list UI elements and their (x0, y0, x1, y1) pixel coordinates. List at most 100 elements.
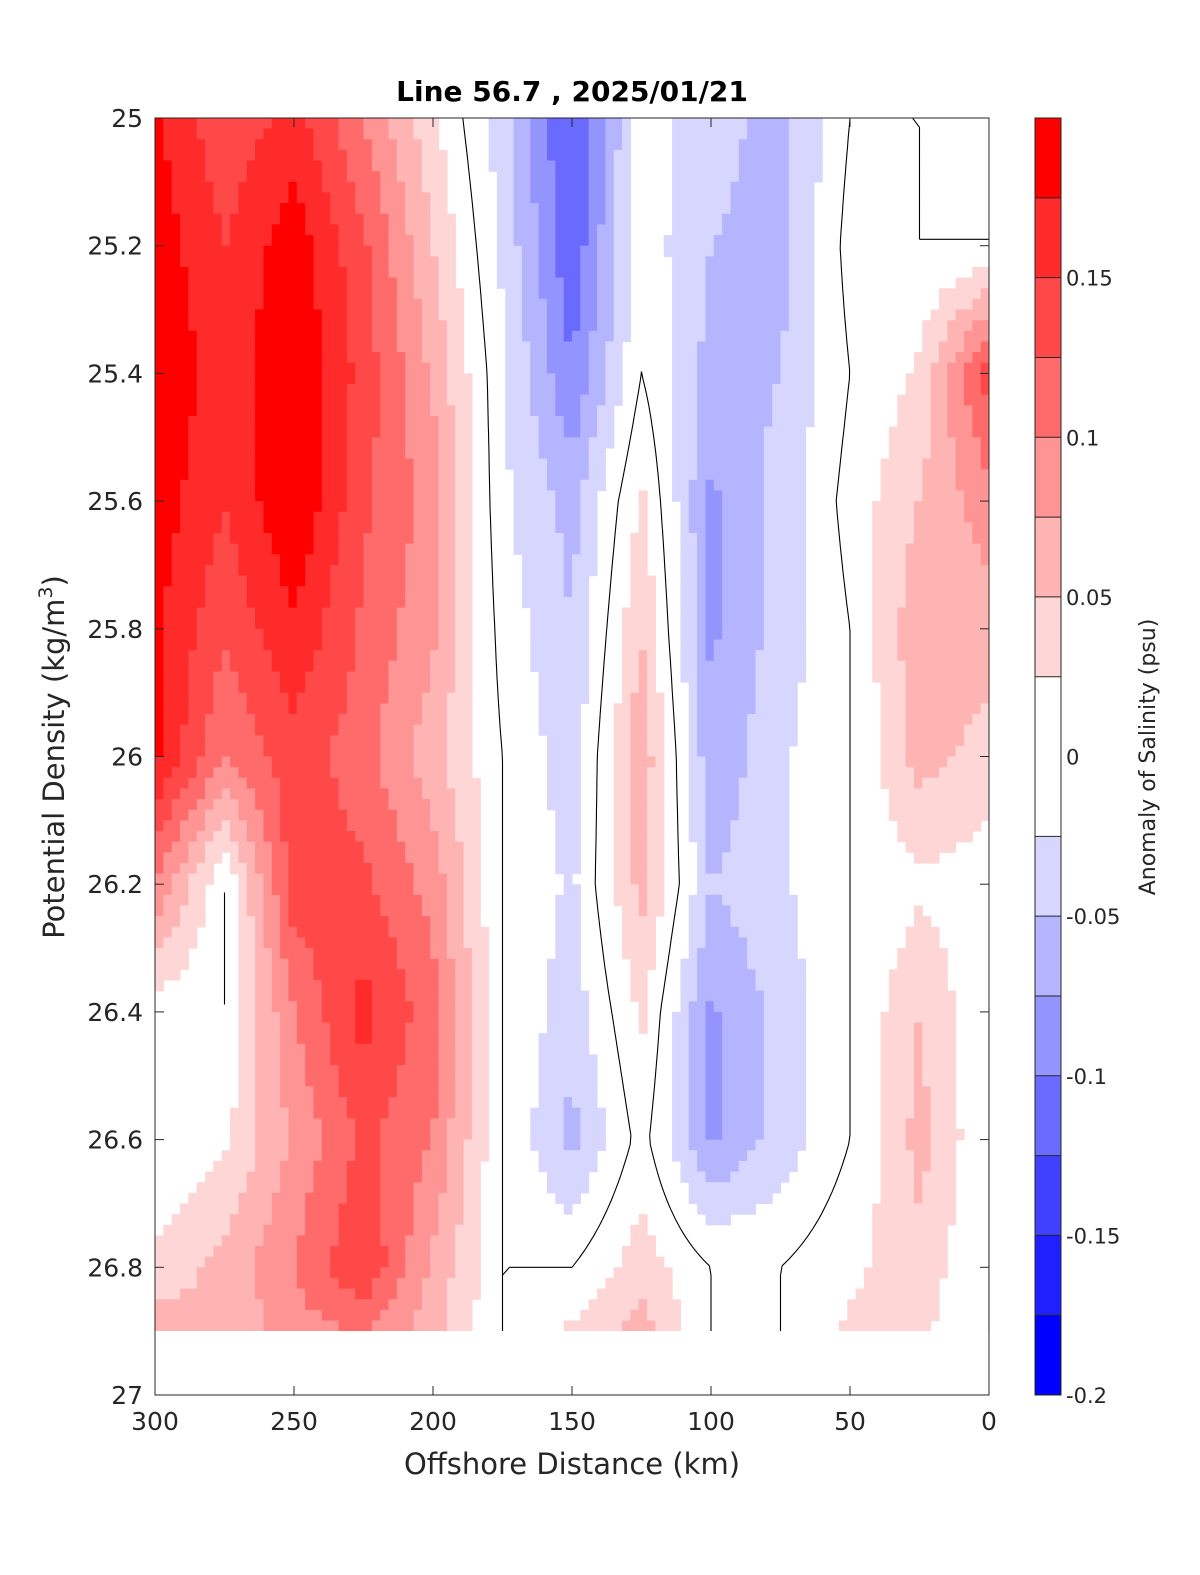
heatmap-cell (163, 586, 173, 598)
heatmap-cell (622, 607, 631, 619)
heatmap-cell (505, 256, 515, 268)
heatmap-cell (688, 469, 698, 481)
heatmap-cell (246, 724, 256, 736)
heatmap-cell (221, 330, 231, 343)
heatmap-cell (888, 533, 898, 545)
heatmap-cell (188, 586, 198, 598)
heatmap-cell (963, 490, 973, 502)
heatmap-cell (780, 447, 790, 460)
heatmap-cell (446, 277, 456, 289)
heatmap-cell (963, 735, 973, 747)
heatmap-cell (513, 171, 523, 183)
heatmap-cell (363, 511, 373, 523)
heatmap-cell (772, 447, 782, 460)
heatmap-cell (788, 277, 798, 289)
heatmap-cell (280, 288, 290, 300)
heatmap-cell (722, 352, 732, 364)
heatmap-cell (880, 596, 890, 609)
heatmap-cell (772, 139, 782, 151)
heatmap-cell (188, 735, 198, 747)
heatmap-cell (688, 575, 698, 587)
heatmap-cell (196, 799, 206, 811)
heatmap-cell (263, 767, 273, 779)
heatmap-cell (271, 160, 281, 172)
heatmap-cell (513, 437, 523, 449)
heatmap-cell (555, 256, 565, 268)
heatmap-cell (638, 554, 648, 566)
heatmap-cell (271, 564, 281, 577)
heatmap-cell (413, 745, 423, 758)
heatmap-cell (763, 341, 773, 353)
heatmap-cell (238, 256, 248, 268)
heatmap-cell (196, 809, 206, 821)
heatmap-cell (430, 394, 440, 406)
heatmap-cell (955, 650, 965, 662)
heatmap-cell (288, 224, 298, 236)
heatmap-cell (313, 415, 323, 428)
heatmap-cell (613, 703, 623, 715)
heatmap-cell (338, 522, 348, 534)
heatmap-cell (296, 256, 306, 268)
heatmap-cell (722, 394, 732, 406)
heatmap-cell (630, 533, 640, 545)
heatmap-cell (705, 426, 715, 438)
heatmap-cell (255, 245, 265, 257)
heatmap-cell (188, 256, 198, 268)
heatmap-cell (722, 575, 732, 587)
heatmap-cell (680, 330, 690, 343)
heatmap-cell (171, 575, 181, 587)
heatmap-cell (780, 777, 790, 790)
heatmap-cell (280, 703, 290, 715)
heatmap-cell (180, 501, 189, 513)
heatmap-cell (430, 437, 440, 449)
heatmap-cell (296, 128, 306, 140)
heatmap-cell (388, 181, 398, 194)
heatmap-cell (963, 447, 973, 460)
heatmap-cell (238, 767, 248, 779)
heatmap-cell (246, 213, 256, 226)
heatmap-cell (255, 192, 265, 204)
heatmap-cell (321, 203, 331, 215)
heatmap-cell (205, 426, 214, 438)
heatmap-cell (772, 490, 782, 502)
heatmap-cell (930, 713, 940, 726)
heatmap-cell (405, 479, 415, 492)
heatmap-cell (163, 405, 173, 417)
heatmap-cell (872, 554, 882, 566)
heatmap-cell (546, 596, 556, 609)
heatmap-cell (338, 660, 348, 672)
heatmap-cell (813, 149, 823, 162)
heatmap-cell (455, 415, 465, 428)
heatmap-cell (922, 554, 932, 566)
heatmap-cell (296, 394, 306, 406)
heatmap-cell (171, 564, 181, 577)
heatmap-cell (321, 426, 331, 438)
heatmap-cell (688, 352, 698, 364)
heatmap-cell (563, 533, 573, 545)
heatmap-cell (221, 181, 231, 194)
heatmap-cell (605, 149, 615, 162)
heatmap-cell (597, 458, 606, 470)
heatmap-cell (171, 256, 181, 268)
heatmap-cell (963, 362, 973, 374)
heatmap-cell (980, 660, 989, 672)
heatmap-cell (546, 469, 556, 481)
heatmap-cell (572, 330, 581, 343)
heatmap-cell (371, 650, 381, 662)
heatmap-cell (680, 203, 690, 215)
heatmap-cell (697, 149, 707, 162)
heatmap-cell (155, 586, 164, 598)
heatmap-cell (630, 703, 640, 715)
heatmap-cell (588, 352, 598, 364)
heatmap-cell (546, 235, 556, 247)
heatmap-cell (321, 628, 331, 641)
heatmap-cell (355, 341, 365, 353)
heatmap-cell (363, 692, 373, 704)
heatmap-cell (555, 586, 565, 598)
heatmap-cell (238, 458, 248, 470)
heatmap-cell (413, 639, 423, 651)
heatmap-cell (196, 618, 206, 630)
heatmap-cell (772, 235, 782, 247)
heatmap-cell (772, 543, 782, 555)
heatmap-cell (288, 671, 298, 683)
